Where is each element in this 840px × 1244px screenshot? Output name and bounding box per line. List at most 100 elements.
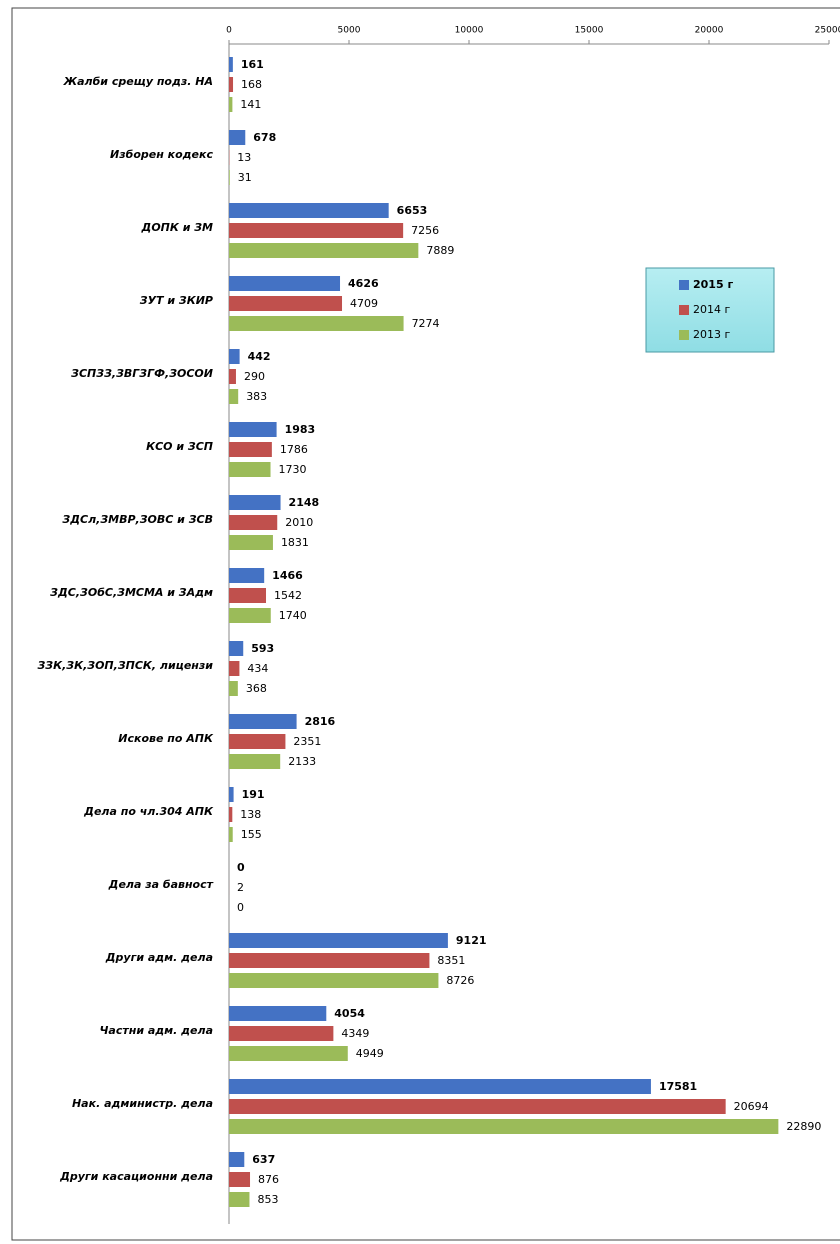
bar — [229, 641, 244, 656]
x-tick-label: 0 — [226, 26, 232, 36]
bar — [229, 422, 277, 437]
data-label: 4349 — [341, 1027, 369, 1040]
data-label: 1983 — [285, 423, 316, 436]
data-label: 141 — [240, 98, 261, 111]
data-label: 9121 — [456, 934, 487, 947]
bar — [229, 535, 273, 550]
data-label: 161 — [241, 58, 264, 71]
data-label: 4709 — [350, 297, 378, 310]
data-label: 2 — [237, 881, 244, 894]
bar — [229, 1192, 250, 1207]
data-label: 2148 — [289, 496, 320, 509]
bar — [229, 389, 239, 404]
y-tick-label: Други адм. дела — [105, 951, 213, 964]
bar — [229, 462, 271, 477]
y-tick-label: Искове по АПК — [118, 732, 214, 745]
bar — [229, 1026, 334, 1041]
data-label: 22890 — [786, 1120, 821, 1133]
data-label: 2133 — [288, 755, 316, 768]
data-label: 4626 — [348, 277, 379, 290]
x-tick-label: 10000 — [455, 26, 484, 36]
data-label: 4054 — [334, 1007, 365, 1020]
bar — [229, 276, 341, 291]
data-label: 442 — [248, 350, 271, 363]
data-label: 7256 — [411, 224, 439, 237]
data-label: 168 — [241, 78, 262, 91]
bar — [229, 1172, 251, 1187]
data-label: 0 — [237, 861, 245, 874]
data-label: 17581 — [659, 1080, 697, 1093]
bar — [229, 495, 281, 510]
data-label: 7274 — [412, 317, 440, 330]
y-tick-label: ЗУТ и ЗКИР — [140, 294, 213, 307]
bar — [229, 953, 430, 968]
x-tick-label: 5000 — [338, 26, 361, 36]
data-label: 8351 — [437, 954, 465, 967]
data-label: 7889 — [426, 244, 454, 257]
legend-swatch — [679, 280, 689, 290]
frame — [11, 7, 840, 1241]
y-tick-label: Частни адм. дела — [100, 1024, 213, 1037]
x-tick-label: 15000 — [575, 26, 604, 36]
y-tick-label: Жалби срещу подз. НА — [63, 75, 213, 88]
data-label: 8726 — [446, 974, 474, 987]
bar — [229, 714, 297, 729]
y-tick-label: Дела по чл.304 АПК — [83, 805, 214, 818]
bar — [229, 515, 278, 530]
legend-swatch — [679, 305, 689, 315]
bar — [229, 170, 230, 185]
y-tick-label: ЗДС,ЗОбС,ЗМСМА и ЗАдм — [50, 586, 213, 599]
data-label: 2816 — [305, 715, 336, 728]
bar — [229, 973, 439, 988]
bar — [229, 77, 234, 92]
y-tick-label: Нак. администр. дела — [72, 1097, 213, 1110]
data-label: 434 — [247, 662, 268, 675]
data-label: 2351 — [293, 735, 321, 748]
bar — [229, 296, 343, 311]
data-label: 678 — [253, 131, 276, 144]
x-tick-label: 20000 — [695, 26, 724, 36]
y-tick-label: Други касационни дела — [59, 1170, 213, 1183]
data-label: 368 — [246, 682, 267, 695]
bar — [229, 130, 246, 145]
data-label: 20694 — [734, 1100, 769, 1113]
data-label: 637 — [252, 1153, 275, 1166]
bar — [229, 681, 238, 696]
data-label: 4949 — [356, 1047, 384, 1060]
bar — [229, 754, 281, 769]
legend-label: 2013 г — [693, 328, 730, 341]
data-label: 13 — [237, 151, 251, 164]
data-label: 2010 — [285, 516, 313, 529]
bar — [229, 734, 286, 749]
bar — [229, 203, 389, 218]
y-tick-label: ЗЗК,ЗК,ЗОП,ЗПСК, лицензи — [37, 659, 213, 672]
bar — [229, 243, 419, 258]
bar — [229, 568, 265, 583]
y-tick-label: ЗДСл,ЗМВР,ЗОВС и ЗСВ — [62, 513, 213, 526]
legend-swatch — [679, 330, 689, 340]
data-label: 1740 — [279, 609, 307, 622]
y-tick-label: Дела за бавност — [108, 878, 214, 891]
y-tick-label: ЗСПЗЗ,ЗВГЗГФ,ЗОСОИ — [71, 367, 213, 380]
bar — [229, 369, 236, 384]
bar — [229, 1119, 779, 1134]
bar — [229, 1079, 651, 1094]
bar — [229, 349, 240, 364]
data-label: 138 — [240, 808, 261, 821]
bar — [229, 787, 234, 802]
bar — [229, 1046, 348, 1061]
bar — [229, 608, 271, 623]
bar — [229, 588, 267, 603]
legend-label: 2014 г — [693, 303, 730, 316]
bar — [229, 1152, 245, 1167]
bar — [229, 827, 233, 842]
data-label: 0 — [237, 901, 244, 914]
x-tick-label: 25000 — [815, 26, 840, 36]
bar — [229, 223, 404, 238]
legend-box — [645, 267, 775, 353]
legend-label: 2015 г — [693, 278, 733, 291]
y-tick-label: КСО и ЗСП — [146, 440, 213, 453]
data-label: 1831 — [281, 536, 309, 549]
y-tick-label: Изборен кодекс — [110, 148, 213, 161]
